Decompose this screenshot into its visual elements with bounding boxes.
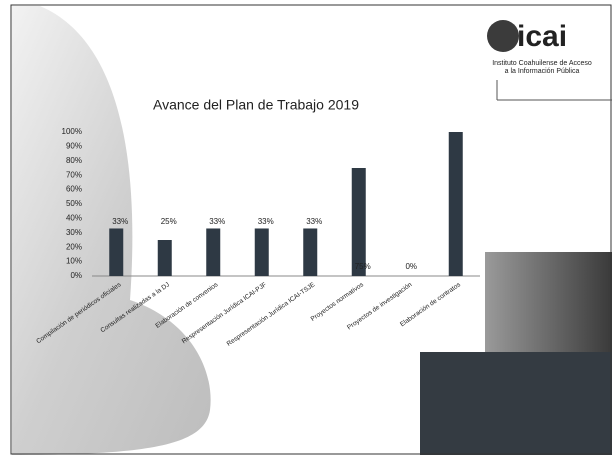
y-tick-label: 50% (66, 199, 82, 208)
bar (109, 228, 124, 276)
logo-text: a la Información Pública (505, 68, 580, 75)
slide-border (10, 4, 612, 455)
logo-text: Instituto Coahuilense de Acceso (492, 60, 592, 67)
y-tick-label: 60% (66, 185, 82, 194)
bar (254, 228, 269, 276)
logo-icon (487, 20, 519, 52)
y-tick-label: 90% (66, 142, 82, 151)
data-label: 33% (112, 217, 128, 226)
y-tick-label: 40% (66, 214, 82, 223)
data-label: 33% (258, 217, 274, 226)
y-tick-label: 0% (70, 271, 82, 280)
data-label: 75% (355, 262, 371, 271)
decor-square (420, 352, 612, 455)
y-tick-label: 80% (66, 156, 82, 165)
bar (206, 228, 221, 276)
data-label: 33% (209, 217, 225, 226)
data-label: 33% (306, 217, 322, 226)
bar (351, 168, 366, 276)
bar (448, 132, 463, 276)
chart-title: Avance del Plan de Trabajo 2019 (153, 97, 359, 113)
y-tick-label: 10% (66, 257, 82, 266)
data-label: 25% (161, 217, 177, 226)
y-tick-label: 70% (66, 170, 82, 179)
data-label: 0% (405, 262, 417, 271)
logo-name: icai (517, 20, 567, 53)
bar (157, 240, 172, 276)
y-tick-label: 30% (66, 228, 82, 237)
bar (303, 228, 318, 276)
y-tick-label: 20% (66, 242, 82, 251)
y-tick-label: 100% (62, 127, 82, 136)
